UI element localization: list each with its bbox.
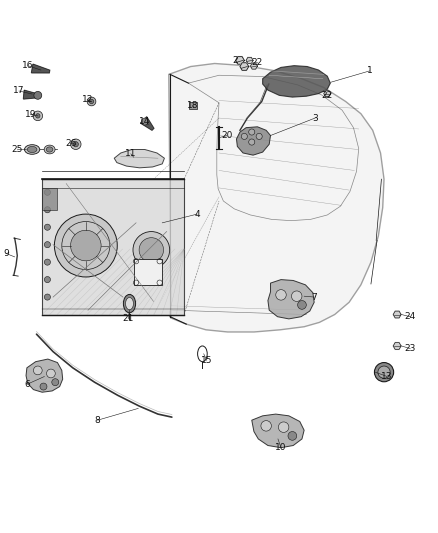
Circle shape: [71, 230, 101, 261]
Text: 18: 18: [187, 101, 198, 110]
Circle shape: [141, 118, 148, 125]
Text: 1: 1: [367, 67, 372, 75]
Circle shape: [279, 422, 289, 432]
Text: 9: 9: [3, 249, 9, 258]
Circle shape: [44, 294, 50, 300]
Circle shape: [241, 133, 247, 140]
Circle shape: [139, 238, 163, 262]
Polygon shape: [237, 127, 271, 155]
Polygon shape: [251, 63, 258, 69]
Circle shape: [34, 92, 42, 99]
Text: 11: 11: [125, 149, 137, 158]
Circle shape: [261, 421, 272, 431]
Circle shape: [33, 366, 42, 375]
Text: 16: 16: [22, 61, 34, 70]
Circle shape: [44, 224, 50, 230]
Circle shape: [374, 362, 394, 382]
Polygon shape: [324, 91, 331, 96]
Text: 19: 19: [25, 110, 36, 119]
Text: 3: 3: [312, 114, 318, 123]
Polygon shape: [32, 64, 49, 73]
Bar: [189, 102, 197, 109]
Polygon shape: [42, 188, 57, 210]
Circle shape: [44, 189, 50, 195]
Polygon shape: [393, 311, 401, 318]
Polygon shape: [141, 117, 154, 130]
Text: 24: 24: [405, 312, 416, 321]
Circle shape: [378, 366, 390, 378]
Ellipse shape: [27, 147, 37, 152]
Text: 14: 14: [139, 117, 151, 126]
Text: 26: 26: [66, 139, 77, 148]
Polygon shape: [263, 66, 330, 97]
Polygon shape: [26, 359, 63, 392]
Text: 23: 23: [405, 344, 416, 353]
Circle shape: [87, 97, 96, 106]
Polygon shape: [24, 90, 40, 99]
Circle shape: [276, 289, 286, 300]
Circle shape: [73, 142, 78, 147]
Ellipse shape: [46, 147, 53, 152]
Ellipse shape: [44, 145, 55, 154]
Text: 25: 25: [11, 145, 23, 154]
Ellipse shape: [126, 297, 134, 310]
Circle shape: [52, 379, 59, 386]
Circle shape: [297, 301, 306, 309]
Circle shape: [288, 432, 297, 440]
Polygon shape: [114, 149, 164, 168]
Polygon shape: [236, 56, 244, 64]
Circle shape: [71, 139, 81, 149]
Polygon shape: [252, 414, 304, 448]
Text: 21: 21: [123, 314, 134, 324]
Circle shape: [256, 133, 262, 140]
Polygon shape: [188, 75, 359, 221]
Text: 13: 13: [381, 372, 393, 381]
Ellipse shape: [124, 294, 136, 313]
Circle shape: [54, 214, 117, 277]
Polygon shape: [393, 343, 401, 349]
Polygon shape: [42, 179, 184, 314]
Circle shape: [44, 241, 50, 248]
Circle shape: [46, 369, 55, 378]
Text: 7: 7: [311, 293, 317, 302]
Text: 4: 4: [194, 209, 200, 219]
Text: 8: 8: [95, 416, 100, 425]
Ellipse shape: [25, 144, 40, 154]
Circle shape: [291, 291, 302, 302]
Circle shape: [89, 99, 94, 103]
Circle shape: [249, 129, 255, 135]
Circle shape: [44, 207, 50, 213]
Text: 17: 17: [13, 86, 25, 95]
Bar: [134, 259, 162, 285]
Text: 20: 20: [221, 131, 233, 140]
Text: 15: 15: [201, 356, 212, 365]
Circle shape: [249, 139, 255, 145]
Text: 10: 10: [275, 443, 287, 452]
Circle shape: [44, 277, 50, 282]
Circle shape: [44, 259, 50, 265]
Polygon shape: [268, 280, 314, 319]
Text: 22: 22: [321, 91, 333, 100]
Circle shape: [33, 111, 42, 120]
Polygon shape: [246, 58, 253, 63]
Polygon shape: [240, 63, 249, 70]
Text: 22: 22: [252, 58, 263, 67]
Text: 12: 12: [81, 95, 93, 104]
Circle shape: [35, 114, 40, 118]
Text: 2: 2: [233, 56, 238, 65]
Circle shape: [40, 383, 47, 390]
Circle shape: [133, 231, 170, 268]
Polygon shape: [169, 63, 384, 332]
Text: 6: 6: [24, 380, 30, 389]
